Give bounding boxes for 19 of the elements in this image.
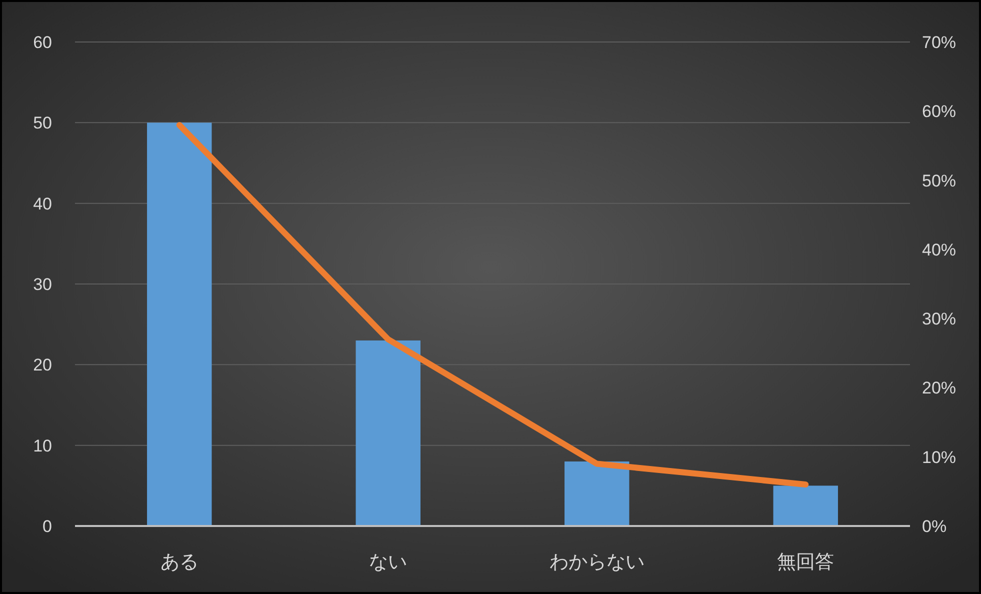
y-tick-label: 0 <box>42 517 52 536</box>
y2-tick-label: 60% <box>922 102 956 122</box>
y2-tick-label: 40% <box>922 240 956 260</box>
y2-tick-label: 0% <box>922 517 947 536</box>
y-tick-label: 30 <box>33 275 52 294</box>
y-tick-label: 40 <box>33 194 52 214</box>
y2-tick-label: 20% <box>922 378 956 398</box>
y2-tick-label: 10% <box>922 448 956 467</box>
y-tick-label: 20 <box>33 356 52 375</box>
x-tick-label: ある <box>160 552 198 573</box>
x-tick-label: ない <box>369 552 408 573</box>
y2-tick-label: 30% <box>922 310 956 329</box>
y2-tick-label: 70% <box>922 33 956 52</box>
y-tick-label: 10 <box>33 436 52 456</box>
y-tick-label: 60 <box>33 33 52 52</box>
y2-tick-label: 50% <box>922 171 956 190</box>
y-tick-label: 50 <box>33 114 52 133</box>
x-tick-label: 無回答 <box>777 552 834 573</box>
x-tick-label: わからない <box>549 552 644 573</box>
